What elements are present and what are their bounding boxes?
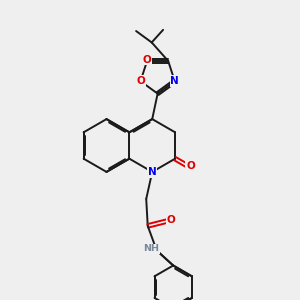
Text: O: O	[136, 76, 145, 86]
Text: O: O	[143, 55, 152, 64]
Text: O: O	[186, 161, 195, 172]
Text: NH: NH	[143, 244, 159, 253]
Text: N: N	[170, 76, 179, 86]
Text: O: O	[167, 215, 175, 226]
Text: N: N	[148, 167, 157, 177]
Text: N: N	[170, 76, 179, 86]
